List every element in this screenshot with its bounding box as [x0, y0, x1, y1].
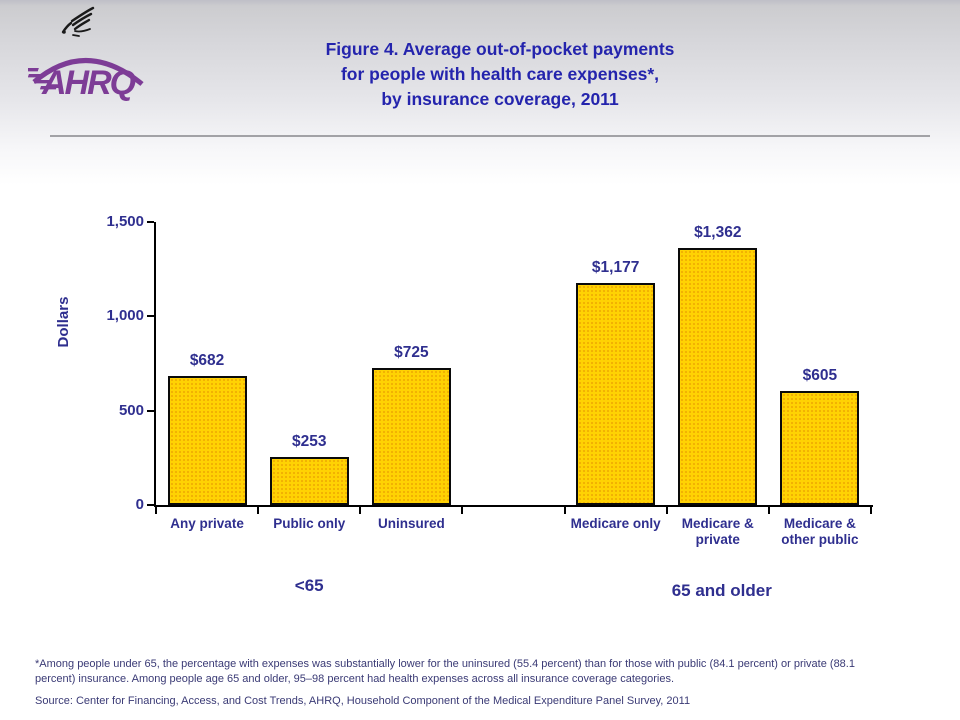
header-divider: [50, 135, 930, 137]
category-label: Medicare & private: [681, 516, 754, 547]
source-line: Source: Center for Financing, Access, an…: [35, 695, 691, 707]
y-tick-label: 1,000: [106, 307, 144, 325]
bar-value-label: $253: [291, 433, 327, 451]
figure-title-line3: by insurance coverage, 2011: [381, 89, 619, 109]
bar-value-label: $725: [394, 344, 429, 362]
x-axis-tick: [359, 507, 362, 514]
ahrq-logo: AHRQ: [28, 58, 144, 102]
y-tick-label: 500: [118, 401, 144, 419]
group-label: 65 and older: [671, 581, 772, 600]
bar: [780, 390, 860, 505]
figure-title-line2: for people with health care expenses*,: [340, 64, 660, 84]
y-axis-tick: [147, 221, 154, 223]
category-label: Any private: [170, 516, 244, 531]
bar-value-label: $1,362: [694, 224, 742, 242]
x-axis-tick: [155, 507, 157, 514]
category-label: Uninsured: [377, 516, 445, 531]
y-axis-tick: [147, 409, 154, 412]
x-axis-tick: [767, 507, 770, 514]
y-axis-tick: [147, 315, 154, 318]
bar: [678, 248, 758, 505]
bar-value-label: $1,177: [591, 258, 640, 276]
bar-value-label: $682: [189, 352, 225, 370]
category-label: Medicare only: [570, 516, 661, 531]
y-tick-label: 0: [135, 496, 144, 513]
group-label: <65: [294, 576, 324, 595]
x-axis-tick: [665, 507, 668, 514]
footnote: *Among people under 65, the percentage w…: [35, 658, 855, 685]
bar: [167, 376, 247, 505]
bar: [371, 368, 451, 505]
x-axis-tick: [563, 507, 566, 514]
hhs-eagle-icon: [61, 6, 95, 37]
bar: [576, 282, 656, 505]
y-axis-tick: [147, 504, 154, 506]
x-axis-tick: [870, 507, 872, 514]
figure-title-line1: Figure 4. Average out-of-pocket payments: [325, 39, 675, 59]
y-tick-label: 1,500: [106, 213, 144, 230]
bar: [269, 457, 349, 505]
y-axis-title: Dollars: [55, 296, 72, 348]
x-axis: [154, 505, 873, 507]
y-axis: [154, 222, 156, 507]
figure-title: Figure 4. Average out-of-pocket payments…: [230, 37, 770, 112]
x-axis-tick: [257, 507, 260, 514]
bar-value-label: $605: [802, 366, 838, 384]
category-label: Public only: [273, 516, 346, 531]
category-label: Medicare & other public: [781, 516, 859, 547]
x-axis-tick: [461, 507, 464, 514]
